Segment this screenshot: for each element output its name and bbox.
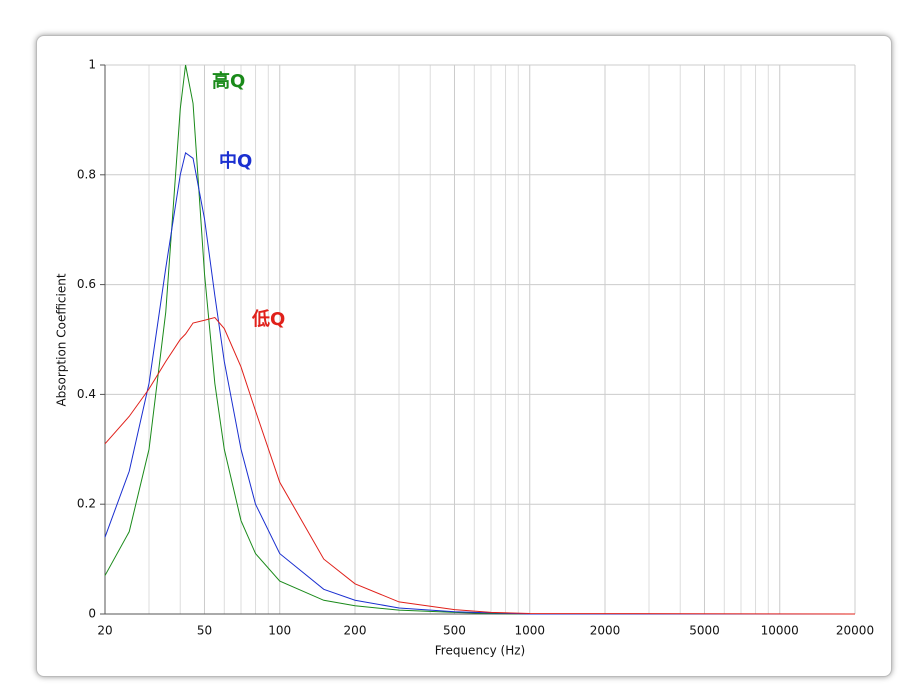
series-line (104, 151, 855, 615)
x-tick-label: 20 (97, 624, 112, 638)
y-tick-label: 0 (88, 607, 96, 621)
y-tick-label: 0.6 (77, 277, 96, 291)
x-tick-label: 5000 (689, 624, 720, 638)
y-tick-label: 0.8 (77, 167, 96, 181)
y-tick-label: 0.4 (77, 387, 96, 401)
y-axis-label: Absorption Coefficient (55, 273, 69, 406)
x-tick-label: 20000 (836, 624, 874, 638)
x-tick-label: 10000 (761, 624, 799, 638)
series-label: 低Q (251, 308, 285, 330)
y-tick-label: 1 (88, 58, 96, 72)
x-tick-label: 100 (268, 624, 291, 638)
chart-card (36, 35, 892, 677)
x-tick-label: 2000 (590, 624, 621, 638)
y-tick-label: 0.2 (77, 497, 96, 511)
x-tick-label: 1000 (514, 624, 545, 638)
x-tick-label: 500 (443, 624, 466, 638)
x-tick-label: 200 (344, 624, 367, 638)
x-tick-label: 50 (197, 624, 212, 638)
series-line (104, 64, 855, 615)
x-axis-label: Frequency (Hz) (435, 644, 526, 658)
series-label: 高Q (212, 70, 245, 92)
series-line (104, 316, 856, 615)
series-label: 中Q (219, 150, 252, 172)
